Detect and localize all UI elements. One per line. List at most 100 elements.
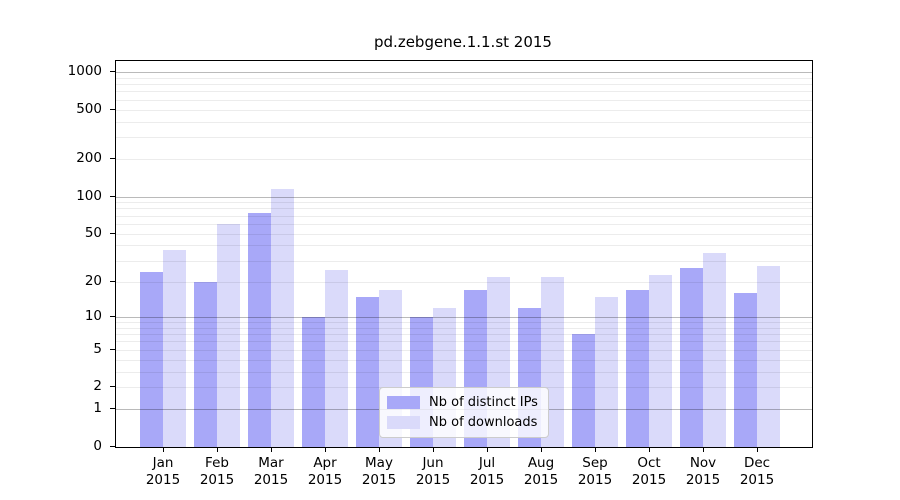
gridline-minor-70 (116, 215, 812, 217)
grid-layer (116, 61, 812, 447)
y-tick-mark-1000 (110, 70, 115, 72)
gridline-minor-500 (116, 109, 812, 111)
x-tick-mark-aug (541, 447, 542, 452)
gridline-minor-5 (116, 349, 812, 351)
x-tick-mark-jun (433, 447, 434, 452)
gridline-major-10 (116, 316, 812, 318)
legend-entry-distinct-ips: Nb of distinct IPs (387, 395, 538, 410)
bar-distinct-ips-nov (679, 268, 703, 447)
x-tick-mark-nov (703, 447, 704, 452)
y-tick-mark-2 (110, 386, 115, 388)
y-tick-mark-500 (110, 108, 115, 110)
x-tick-mark-oct (649, 447, 650, 452)
x-tick-mark-mar (271, 447, 272, 452)
y-tick-mark-0 (110, 446, 115, 447)
legend-entry-downloads: Nb of downloads (387, 415, 538, 430)
gridline-minor-900 (116, 77, 812, 79)
bar-distinct-ips-oct (625, 290, 649, 447)
bar-downloads-oct (648, 274, 672, 447)
bar-distinct-ips-jan (139, 272, 163, 447)
gridline-minor-700 (116, 91, 812, 93)
gridline-minor-90 (116, 202, 812, 204)
x-tick-mark-may (379, 447, 380, 452)
y-tick-label-5: 5 (93, 340, 102, 357)
bar-distinct-ips-sep (571, 334, 595, 447)
gridline-minor-300 (116, 137, 812, 139)
y-tick-mark-20 (110, 280, 115, 282)
x-tick-label-mar: Mar 2015 (253, 455, 289, 488)
y-tick-label-10: 10 (84, 307, 102, 324)
bar-downloads-dec (756, 266, 780, 447)
bar-downloads-nov (702, 252, 726, 447)
gridline-major-1000 (116, 71, 812, 73)
y-tick-label-200: 200 (76, 150, 102, 167)
y-tick-mark-10 (110, 315, 115, 317)
gridline-minor-8 (116, 327, 812, 329)
y-tick-mark-50 (110, 232, 115, 234)
x-tick-label-sep: Sep 2015 (577, 455, 613, 488)
gridline-minor-400 (116, 121, 812, 123)
x-tick-label-dec: Dec 2015 (739, 455, 775, 488)
y-tick-label-1000: 1000 (67, 62, 102, 79)
gridline-minor-600 (116, 99, 812, 101)
gridline-minor-40 (116, 245, 812, 247)
plot-area: Nb of distinct IPs Nb of downloads (115, 60, 813, 448)
gridline-minor-6 (116, 341, 812, 343)
bar-distinct-ips-dec (733, 293, 757, 447)
gridline-minor-20 (116, 281, 812, 283)
legend-label-downloads: Nb of downloads (429, 415, 538, 430)
y-tick-label-20: 20 (84, 272, 102, 289)
gridline-minor-3 (116, 371, 812, 373)
bar-distinct-ips-apr (301, 316, 325, 447)
gridline-minor-200 (116, 159, 812, 161)
legend-swatch-distinct-ips (387, 396, 420, 409)
y-tick-mark-5 (110, 348, 115, 350)
x-tick-mark-dec (757, 447, 758, 452)
y-tick-mark-100 (110, 195, 115, 197)
bar-distinct-ips-may (355, 296, 379, 447)
y-tick-label-1: 1 (93, 400, 102, 417)
y-tick-label-100: 100 (76, 187, 102, 204)
bar-downloads-jan (162, 249, 186, 447)
y-tick-mark-200 (110, 158, 115, 160)
x-tick-label-feb: Feb 2015 (199, 455, 235, 488)
gridline-minor-9 (116, 322, 812, 323)
bar-downloads-feb (216, 223, 240, 447)
x-tick-mark-jan (163, 447, 164, 452)
bar-distinct-ips-mar (247, 212, 271, 447)
x-tick-mark-apr (325, 447, 326, 452)
y-tick-label-50: 50 (84, 224, 102, 241)
y-tick-label-0: 0 (93, 438, 102, 454)
legend-swatch-downloads (387, 416, 420, 429)
x-tick-mark-feb (217, 447, 218, 452)
gridline-minor-7 (116, 334, 812, 336)
bar-downloads-apr (324, 270, 348, 447)
gridline-minor-50 (116, 233, 812, 235)
x-tick-label-aug: Aug 2015 (523, 455, 559, 488)
x-tick-label-nov: Nov 2015 (685, 455, 721, 488)
x-tick-mark-jul (487, 447, 488, 452)
x-tick-mark-sep (595, 447, 596, 452)
x-tick-label-apr: Apr 2015 (307, 455, 343, 488)
gridline-minor-800 (116, 84, 812, 85)
bar-downloads-mar (270, 188, 294, 447)
gridline-minor-30 (116, 260, 812, 262)
y-tick-label-2: 2 (93, 378, 102, 395)
bar-downloads-sep (594, 296, 618, 447)
legend: Nb of distinct IPs Nb of downloads (379, 387, 549, 438)
x-tick-label-oct: Oct 2015 (631, 455, 667, 488)
x-tick-label-jul: Jul 2015 (469, 455, 505, 488)
gridline-major-100 (116, 196, 812, 198)
x-tick-label-may: May 2015 (361, 455, 397, 488)
legend-label-distinct-ips: Nb of distinct IPs (429, 395, 538, 410)
gridline-minor-4 (116, 359, 812, 361)
y-tick-mark-1 (110, 408, 115, 410)
x-tick-label-jun: Jun 2015 (415, 455, 451, 488)
bar-distinct-ips-feb (193, 281, 217, 447)
gridline-minor-60 (116, 223, 812, 225)
gridline-minor-80 (116, 208, 812, 210)
y-tick-label-500: 500 (76, 100, 102, 117)
chart-title: pd.zebgene.1.1.st 2015 (374, 33, 552, 51)
x-tick-label-jan: Jan 2015 (145, 455, 181, 488)
